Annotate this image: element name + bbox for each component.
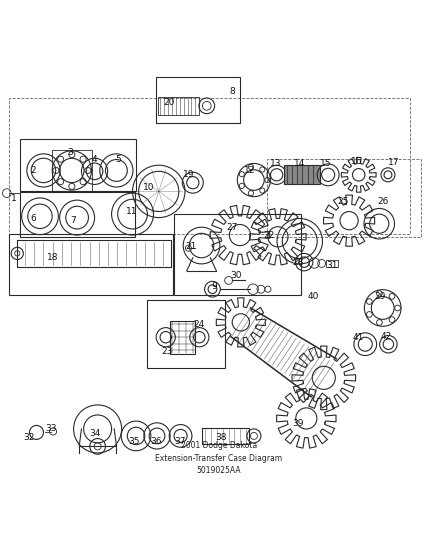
Text: 19: 19 (183, 171, 194, 179)
Text: 35: 35 (128, 437, 140, 446)
Text: 37: 37 (174, 437, 185, 446)
Text: 18: 18 (47, 253, 59, 262)
Text: 20: 20 (163, 98, 174, 107)
Bar (267, 159, 421, 237)
Text: 2: 2 (31, 166, 36, 175)
Bar (326, 261, 338, 268)
Text: 14: 14 (294, 159, 305, 168)
Text: 25: 25 (338, 197, 349, 206)
Bar (20, 140, 136, 191)
Text: 10: 10 (143, 183, 155, 192)
Text: 13: 13 (270, 159, 282, 168)
Text: 39: 39 (292, 419, 304, 428)
Bar (158, 97, 199, 115)
Text: 30: 30 (231, 271, 242, 280)
Bar (174, 214, 301, 295)
Text: 2001 Dodge Dakota
Extension-Transfer Case Diagram
5019025AA: 2001 Dodge Dakota Extension-Transfer Cas… (155, 441, 283, 475)
Text: 3: 3 (68, 149, 74, 157)
Text: 36: 36 (150, 437, 162, 446)
Text: 41: 41 (353, 333, 364, 342)
Bar (285, 165, 320, 184)
Text: 15: 15 (320, 159, 332, 168)
Text: 17: 17 (388, 158, 399, 167)
Text: 31: 31 (327, 261, 338, 270)
Bar (10, 234, 173, 295)
Text: 12: 12 (244, 166, 255, 175)
Text: 1: 1 (11, 195, 17, 203)
Text: 16: 16 (351, 157, 362, 166)
Text: 28: 28 (292, 257, 303, 266)
Text: 9: 9 (212, 281, 218, 290)
Text: 40: 40 (307, 292, 318, 301)
Bar (155, 77, 240, 123)
Text: 32: 32 (23, 433, 35, 442)
Text: 34: 34 (89, 429, 100, 438)
Text: 5: 5 (116, 155, 121, 164)
Text: 7: 7 (70, 216, 76, 225)
Bar (170, 321, 195, 354)
Bar (20, 192, 135, 237)
Text: 23: 23 (161, 347, 172, 356)
Text: 4: 4 (92, 155, 97, 164)
Text: 8: 8 (229, 87, 235, 96)
Bar (147, 300, 225, 368)
Text: 42: 42 (380, 332, 392, 341)
Text: 27: 27 (226, 223, 238, 232)
Text: 11: 11 (126, 207, 138, 216)
Text: 21: 21 (185, 243, 196, 252)
Bar (9, 99, 410, 234)
Text: 38: 38 (215, 433, 227, 442)
Bar (52, 150, 92, 191)
Text: 33: 33 (45, 424, 57, 433)
Text: 6: 6 (31, 214, 36, 223)
Text: 22: 22 (264, 231, 275, 240)
Text: 24: 24 (194, 320, 205, 329)
Text: 26: 26 (377, 197, 389, 206)
Text: 29: 29 (375, 292, 386, 301)
